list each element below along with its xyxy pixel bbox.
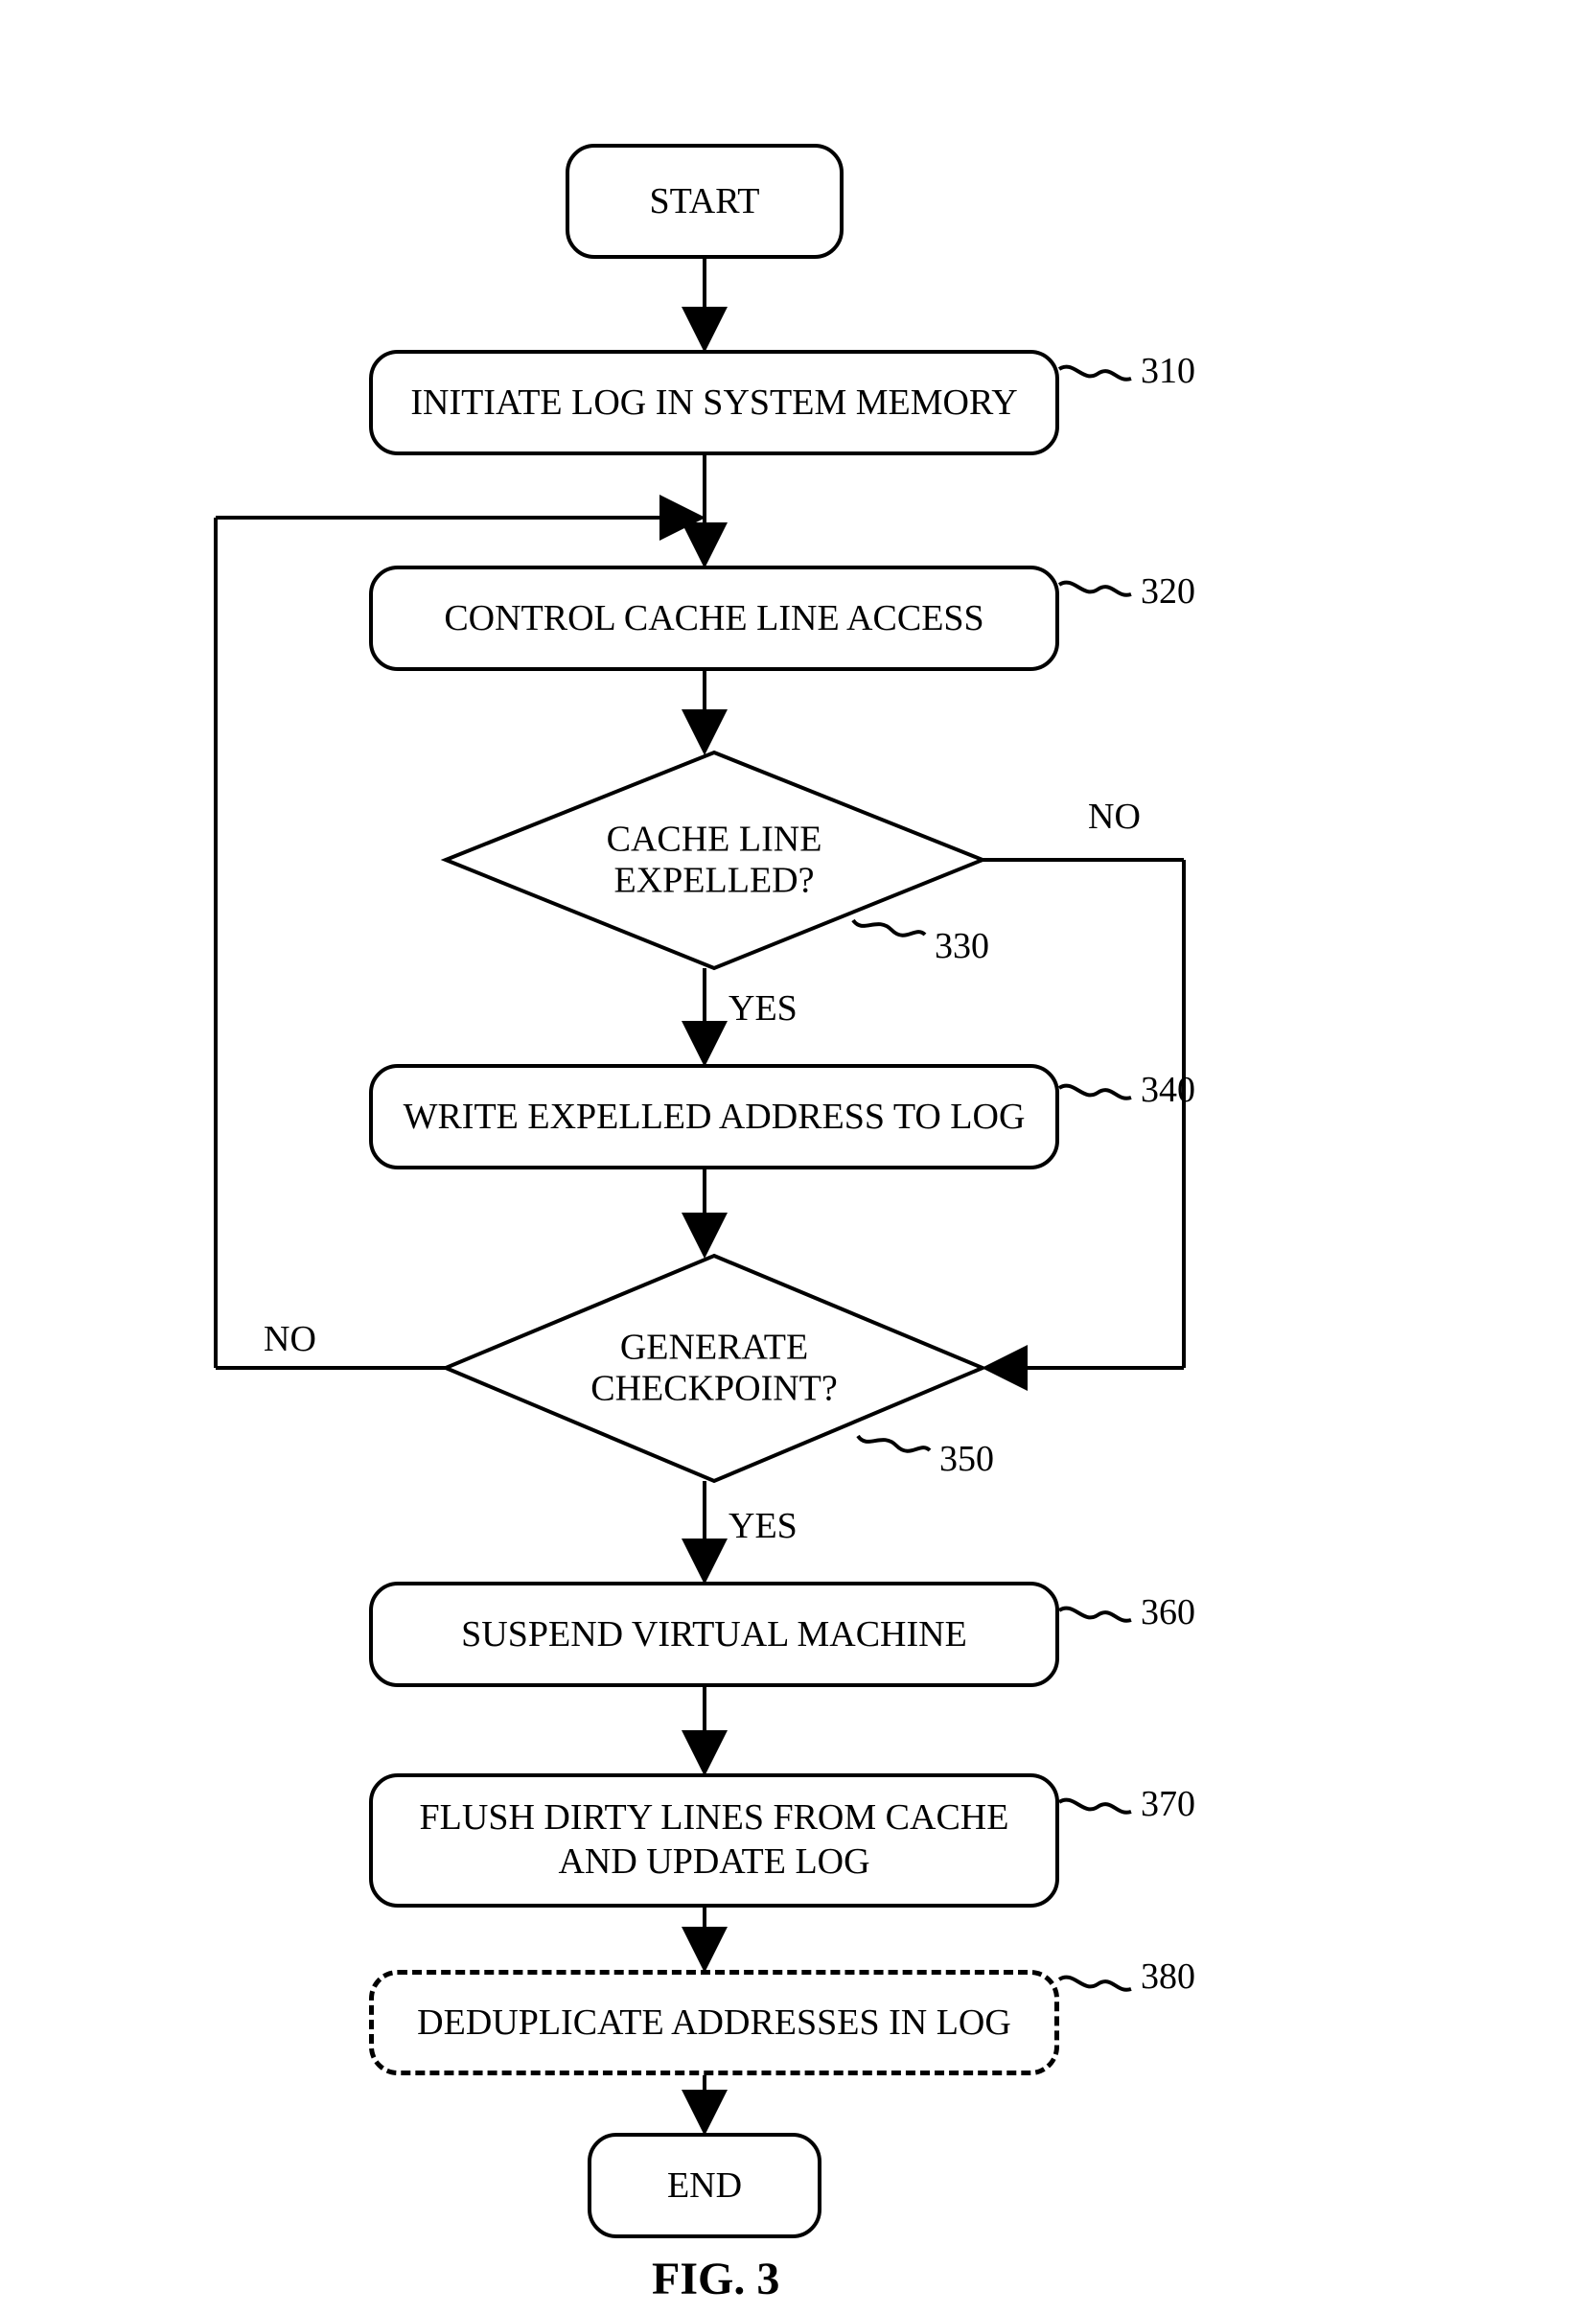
figure-label: FIG. 3 [652,2253,779,2305]
label-expelled-yes: YES [729,987,798,1030]
ref-360: 360 [1141,1591,1195,1633]
node-generate-label: GENERATE CHECKPOINT? [446,1327,983,1410]
node-initiate-label: INITIATE LOG IN SYSTEM MEMORY [410,382,1017,424]
label-generate-yes: YES [729,1505,798,1547]
node-control-label: CONTROL CACHE LINE ACCESS [444,597,983,639]
squiggle-320 [1059,583,1131,595]
node-initiate: INITIATE LOG IN SYSTEM MEMORY [369,350,1059,455]
squiggle-370 [1059,1800,1131,1813]
ref-370: 370 [1141,1783,1195,1825]
label-generate-no: NO [264,1318,316,1360]
node-generate: GENERATE CHECKPOINT? [446,1256,983,1481]
ref-320: 320 [1141,570,1195,613]
ref-310: 310 [1141,350,1195,392]
squiggle-380 [1059,1978,1131,1990]
node-end: END [588,2133,821,2238]
node-suspend-label: SUSPEND VIRTUAL MACHINE [461,1613,967,1655]
squiggle-360 [1059,1608,1131,1621]
node-suspend: SUSPEND VIRTUAL MACHINE [369,1582,1059,1687]
node-expelled: CACHE LINE EXPELLED? [446,752,983,968]
node-flush: FLUSH DIRTY LINES FROM CACHE AND UPDATE … [369,1773,1059,1908]
node-dedup: DEDUPLICATE ADDRESSES IN LOG [369,1970,1059,2075]
ref-340: 340 [1141,1069,1195,1111]
ref-330: 330 [935,925,989,967]
node-control: CONTROL CACHE LINE ACCESS [369,566,1059,671]
node-flush-label: FLUSH DIRTY LINES FROM CACHE AND UPDATE … [420,1796,1009,1884]
ref-350: 350 [939,1438,994,1480]
node-expelled-label: CACHE LINE EXPELLED? [446,819,983,902]
ref-380: 380 [1141,1955,1195,1998]
node-start-label: START [649,180,759,222]
node-start: START [566,144,844,259]
squiggle-340 [1059,1086,1131,1099]
node-end-label: END [667,2164,742,2207]
node-write: WRITE EXPELLED ADDRESS TO LOG [369,1064,1059,1169]
label-expelled-no: NO [1088,796,1141,838]
flowchart: START INITIATE LOG IN SYSTEM MEMORY CONT… [0,0,1596,2314]
squiggle-310 [1059,367,1131,380]
node-dedup-label: DEDUPLICATE ADDRESSES IN LOG [417,2002,1011,2044]
node-write-label: WRITE EXPELLED ADDRESS TO LOG [404,1096,1026,1138]
